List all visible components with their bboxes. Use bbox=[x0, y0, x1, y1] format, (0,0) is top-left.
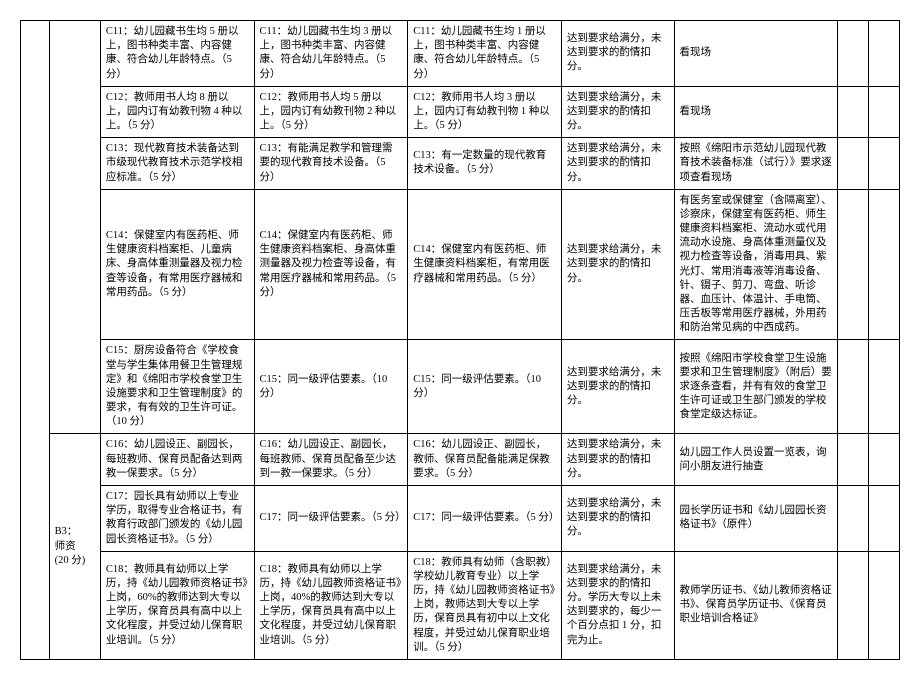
cell-f bbox=[838, 189, 869, 340]
table-row: C17：园长具有幼师以上专业学历，取得专业合格证书，有教育行政部门颁发的《幼儿园… bbox=[21, 485, 900, 551]
cell-d: 达到要求给满分，未达到要求的酌情扣分。 bbox=[561, 86, 674, 138]
cell-e: 有医务室或保健室（含隔离室）、诊察床，保健室有医药柜、师生健康资料档案柜、流动水… bbox=[674, 189, 838, 340]
cell-f bbox=[838, 86, 869, 138]
cell-g bbox=[869, 138, 900, 190]
cell-e: 园长学历证书和《幼儿园园长资格证书》（原件） bbox=[674, 485, 838, 551]
cell-col-b-upper bbox=[49, 21, 100, 434]
cell-e: 按照《绵阳市示范幼儿园现代教育技术装备标准（试行）》要求逐项查看现场 bbox=[674, 138, 838, 190]
cell-c1: C11：幼儿园藏书生均 5 册以上，图书种类丰富、内容健康、符合幼儿年龄特点。（… bbox=[100, 21, 254, 87]
evaluation-table-container: C11：幼儿园藏书生均 5 册以上，图书种类丰富、内容健康、符合幼儿年龄特点。（… bbox=[20, 20, 900, 660]
cell-c2: C13：有能满足教学和管理需要的现代教育技术设备。（5 分） bbox=[254, 138, 408, 190]
table-row: C14：保健室内有医药柜、师生健康资料档案柜、儿童病床、身高体重测量器及视力检查… bbox=[21, 189, 900, 340]
cell-c2: C14：保健室内有医药柜、师生健康资料档案柜、身高体重测量器及视力检查等设备，有… bbox=[254, 189, 408, 340]
cell-d: 达到要求给满分，未达到要求的酌情扣分。 bbox=[561, 189, 674, 340]
cell-c2: C11：幼儿园藏书生均 3 册以上，图书种类丰富、内容健康、符合幼儿年龄特点。（… bbox=[254, 21, 408, 87]
cell-e: 幼儿园工作人员设置一览表，询问小朋友进行抽查 bbox=[674, 434, 838, 486]
cell-e: 按照《绵阳市学校食堂卫生设施要求和卫生管理制度》（附后）要求逐条查看，并有有效的… bbox=[674, 340, 838, 434]
cell-f bbox=[838, 551, 869, 659]
cell-c3: C18：教师具有幼师（含职教）学校幼儿教育专业）以上学历，持《幼儿园教师资格证书… bbox=[408, 551, 562, 659]
cell-c3: C17：同一级评估要素。（5 分） bbox=[408, 485, 562, 551]
table-row: C18：教师具有幼师以上学历，持《幼儿园教师资格证书》上岗，60%的教师达到大专… bbox=[21, 551, 900, 659]
cell-c2: C17：同一级评估要素。（5 分） bbox=[254, 485, 408, 551]
evaluation-table: C11：幼儿园藏书生均 5 册以上，图书种类丰富、内容健康、符合幼儿年龄特点。（… bbox=[20, 20, 900, 660]
cell-f bbox=[838, 138, 869, 190]
cell-c1: C17：园长具有幼师以上专业学历，取得专业合格证书，有教育行政部门颁发的《幼儿园… bbox=[100, 485, 254, 551]
table-row: C15：厨房设备符合《学校食堂与学生集体用餐卫生管理规定》和《绵阳市学校食堂卫生… bbox=[21, 340, 900, 434]
cell-c3: C12：教师用书人均 3 册以上，园内订有幼教刊物 1 种以上。（5 分） bbox=[408, 86, 562, 138]
cell-g bbox=[869, 340, 900, 434]
table-row: C12：教师用书人均 8 册以上，园内订有幼教刊物 4 种以上。（5 分） C1… bbox=[21, 86, 900, 138]
cell-c2: C16：幼儿园设正、副园长，每班教师、保育员配备至少达到一教一保要求。（5 分） bbox=[254, 434, 408, 486]
cell-e: 教师学历证书、《幼儿教师资格证书》、保育员学历证书、《保育员职业培训合格证》 bbox=[674, 551, 838, 659]
cell-c3: C16：幼儿园设正、副园长，教师、保育员配备能满足保教要求。（5 分） bbox=[408, 434, 562, 486]
cell-c2: C18：教师具有幼师以上学历，持《幼儿园教师资格证书》上岗，40%的教师达到大专… bbox=[254, 551, 408, 659]
cell-f bbox=[838, 434, 869, 486]
cell-d: 达到要求给满分，未达到要求的酌情扣分。 bbox=[561, 138, 674, 190]
cell-c1: C12：教师用书人均 8 册以上，园内订有幼教刊物 4 种以上。（5 分） bbox=[100, 86, 254, 138]
cell-d: 达到要求给满分，未达到要求的酌情扣分。 bbox=[561, 340, 674, 434]
cell-g bbox=[869, 21, 900, 87]
cell-f bbox=[838, 340, 869, 434]
cell-c1: C15：厨房设备符合《学校食堂与学生集体用餐卫生管理规定》和《绵阳市学校食堂卫生… bbox=[100, 340, 254, 434]
table-row: C13：现代教育技术装备达到市级现代教育技术示范学校相应标准。（5 分） C13… bbox=[21, 138, 900, 190]
cell-c1: C16：幼儿园设正、副园长，每班教师、保育员配备达到两教一保要求。（5 分） bbox=[100, 434, 254, 486]
cell-d: 达到要求给满分，未达到要求的酌情扣分。 bbox=[561, 485, 674, 551]
cell-col-b-b3: B3： 师资 (20 分) bbox=[49, 434, 100, 659]
table-row: B3： 师资 (20 分) C16：幼儿园设正、副园长，每班教师、保育员配备达到… bbox=[21, 434, 900, 486]
cell-e: 看现场 bbox=[674, 21, 838, 87]
cell-c3: C14：保健室内有医药柜、师生健康资料档案柜，有常用医疗器械和常用药品。（5 分… bbox=[408, 189, 562, 340]
cell-c3: C13：有一定数量的现代教育技术设备。（5 分） bbox=[408, 138, 562, 190]
cell-c3: C15：同一级评估要素。（10 分） bbox=[408, 340, 562, 434]
cell-g bbox=[869, 86, 900, 138]
cell-c2: C12：教师用书人均 5 册以上，园内订有幼教刊物 2 种以上。（5 分） bbox=[254, 86, 408, 138]
cell-c1: C13：现代教育技术装备达到市级现代教育技术示范学校相应标准。（5 分） bbox=[100, 138, 254, 190]
cell-d: 达到要求给满分，未达到要求的酌情扣分。学历大专以上未达到要求的，每少一个百分点扣… bbox=[561, 551, 674, 659]
cell-c1: C18：教师具有幼师以上学历，持《幼儿园教师资格证书》上岗，60%的教师达到大专… bbox=[100, 551, 254, 659]
cell-c3: C11：幼儿园藏书生均 1 册以上，图书种类丰富、内容健康、符合幼儿年龄特点。（… bbox=[408, 21, 562, 87]
cell-g bbox=[869, 551, 900, 659]
cell-e: 看现场 bbox=[674, 86, 838, 138]
cell-g bbox=[869, 485, 900, 551]
cell-g bbox=[869, 189, 900, 340]
cell-col-a bbox=[21, 21, 50, 660]
cell-c2: C15：同一级评估要素。（10 分） bbox=[254, 340, 408, 434]
cell-f bbox=[838, 21, 869, 87]
cell-d: 达到要求给满分，未达到要求的酌情扣分。 bbox=[561, 434, 674, 486]
cell-c1: C14：保健室内有医药柜、师生健康资料档案柜、儿童病床、身高体重测量器及视力检查… bbox=[100, 189, 254, 340]
cell-d: 达到要求给满分，未达到要求的酌情扣分。 bbox=[561, 21, 674, 87]
cell-g bbox=[869, 434, 900, 486]
table-row: C11：幼儿园藏书生均 5 册以上，图书种类丰富、内容健康、符合幼儿年龄特点。（… bbox=[21, 21, 900, 87]
cell-f bbox=[838, 485, 869, 551]
